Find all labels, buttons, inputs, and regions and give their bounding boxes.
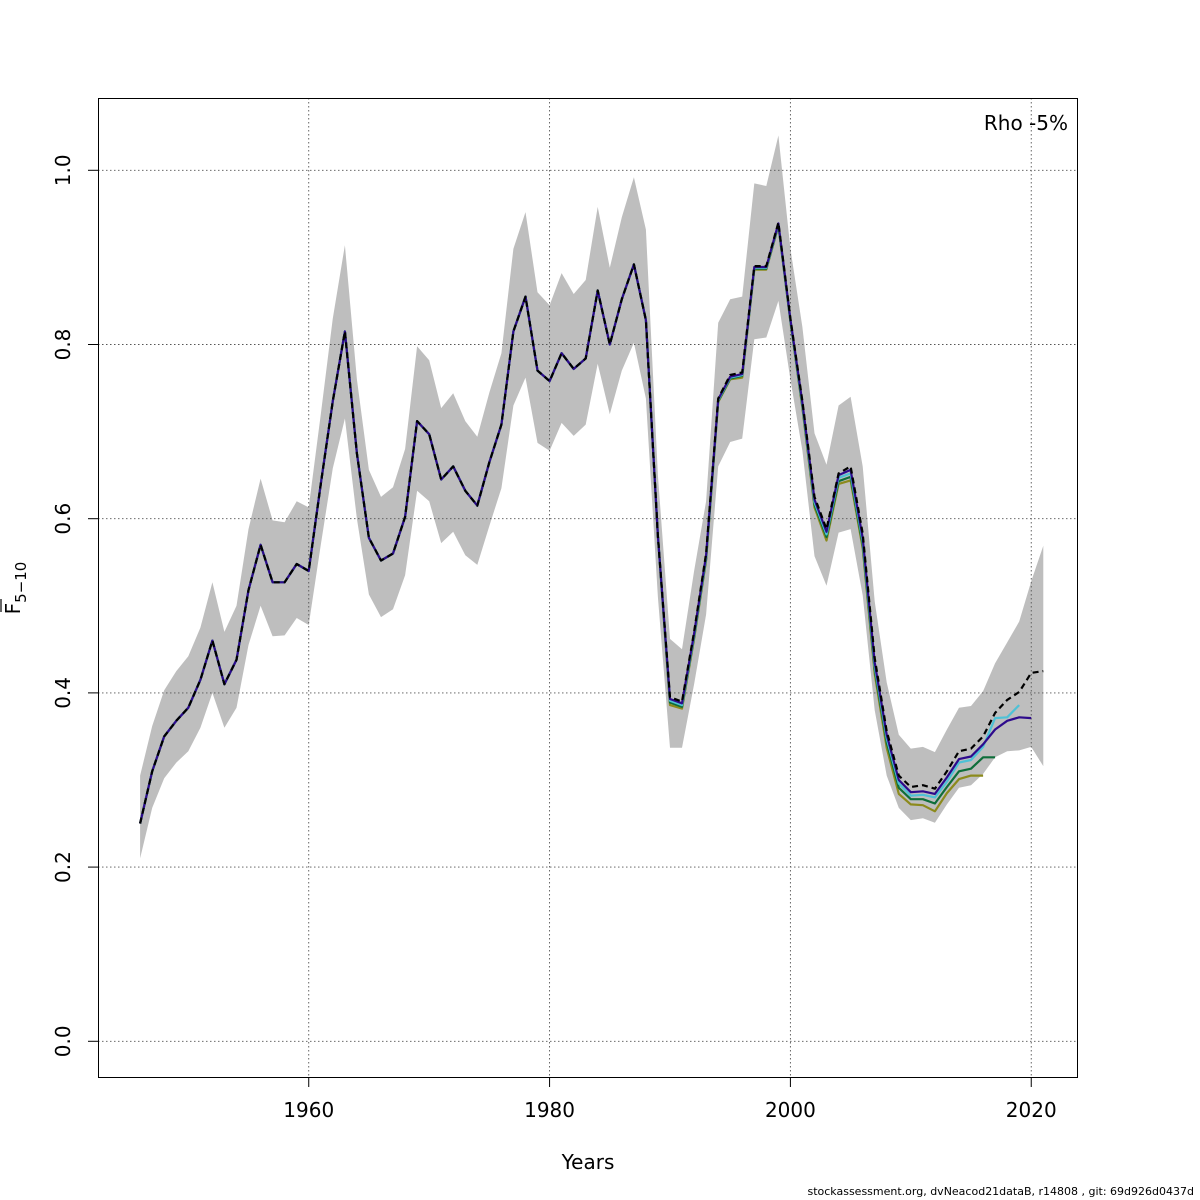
footer-credit: stockassessment.org, dvNeacod21dataB, r1… [807,1185,1194,1198]
grid-layer [98,98,1077,1077]
y-tick-label-0: 0.0 [51,1025,75,1057]
y-tick-label-0_6: 0.6 [51,503,75,535]
y-axis-title-subscript: 5−10 [12,562,30,603]
confidence-band-layer [140,135,1044,859]
axis-layer: 1960 1980 2000 2020 0.0 0.2 0.4 0.6 0.8 1.0 [51,154,1057,1122]
series-line-base [139,221,1044,824]
x-tick-label-1960: 1960 [283,1098,334,1122]
x-axis-title: Years [561,1150,615,1174]
y-tick-label-0_4: 0.4 [51,677,75,709]
x-tick-label-1980: 1980 [524,1098,575,1122]
x-tick-label-2020: 2020 [1006,1098,1057,1122]
rho-annotation: Rho -5% [984,111,1068,135]
series-layer [139,221,1044,824]
y-tick-label-0_2: 0.2 [51,851,75,883]
y-axis-title: F5−10 [0,562,30,615]
y-tick-label-0_8: 0.8 [51,329,75,361]
svg-text:F5−10: F5−10 [1,562,30,615]
y-tick-label-1: 1.0 [51,154,75,186]
x-tick-label-2000: 2000 [765,1098,816,1122]
plot-frame [98,98,1078,1078]
y-axis-title-main: F [1,603,25,615]
confidence-band [140,135,1044,859]
